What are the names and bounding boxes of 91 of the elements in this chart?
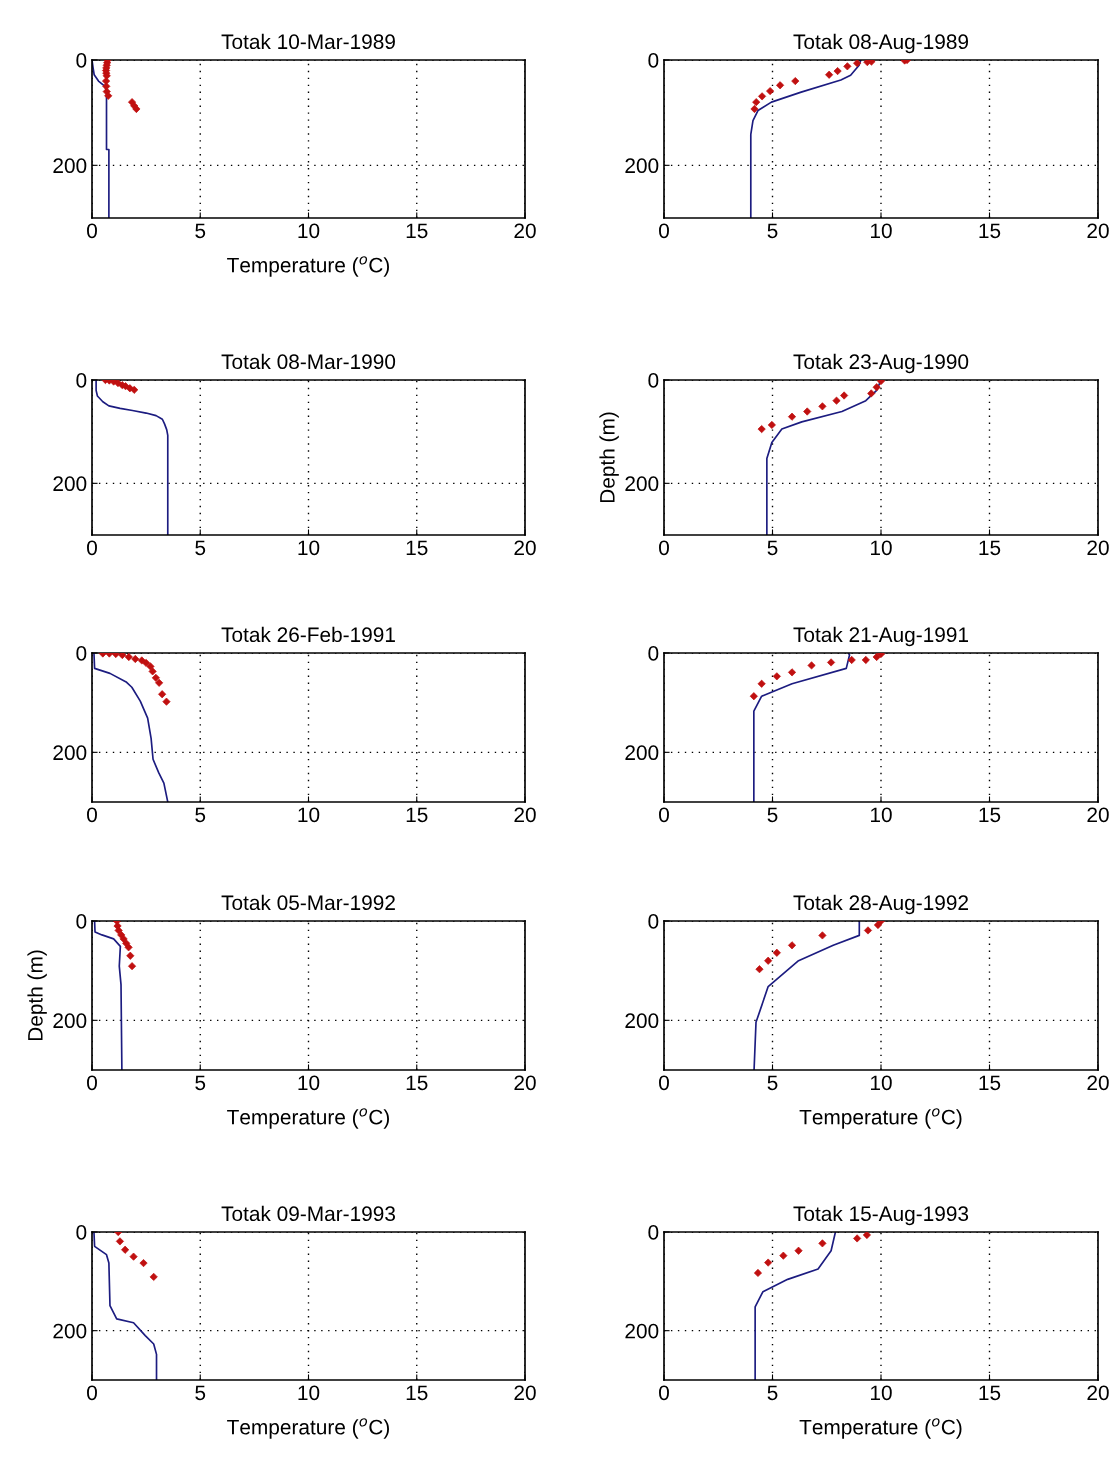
x-tick-label: 20 <box>514 223 536 239</box>
x-tick-label: 0 <box>87 1385 97 1401</box>
x-tick-label: 10 <box>298 540 320 556</box>
x-tick-label: 5 <box>767 223 778 239</box>
x-tick-label: 15 <box>979 223 1001 239</box>
point <box>840 391 849 400</box>
x-tick-label: 15 <box>406 223 428 239</box>
y-tick-label: 0 <box>76 1225 87 1240</box>
chart-title: Totak 28-Aug-1992 <box>793 894 968 915</box>
chart-title: Totak 08-Mar-1990 <box>221 353 396 370</box>
x-tick-label: 0 <box>659 1385 669 1401</box>
chart-title: Totak 10-Mar-1989 <box>221 33 395 50</box>
x-tick-label: 10 <box>298 807 320 823</box>
x-tick-label: 20 <box>514 540 536 556</box>
x-tick-label: 5 <box>767 807 778 823</box>
x-tick-label: 20 <box>514 1385 536 1401</box>
x-axis-title: Temperature ($^{o}$C) <box>227 256 389 277</box>
y-tick-label: 200 <box>53 745 87 761</box>
x-tick-label: 10 <box>871 223 892 239</box>
y-tick-label: 0 <box>648 53 659 68</box>
y-tick-label: 200 <box>625 1013 659 1029</box>
y-tick-label: 0 <box>648 1225 659 1240</box>
y-tick-label: 0 <box>76 914 87 929</box>
chart-title: Totak 09-Mar-1993 <box>221 1205 396 1222</box>
x-tick-label: 5 <box>767 1075 778 1091</box>
x-tick-label: 0 <box>659 807 669 823</box>
y-axis-title: Depth (m) <box>27 950 47 1041</box>
x-tick-label: 0 <box>659 1075 669 1091</box>
x-tick-label: 5 <box>767 1385 778 1401</box>
x-tick-label: 10 <box>871 1385 892 1401</box>
x-tick-label: 10 <box>298 223 320 239</box>
y-tick-label: 0 <box>76 53 87 68</box>
x-tick-label: 5 <box>195 1075 206 1091</box>
x-tick-label: 15 <box>979 807 1001 823</box>
x-tick-label: 15 <box>979 1075 1001 1091</box>
x-tick-label: 5 <box>195 1385 206 1401</box>
x-tick-label: 15 <box>406 1385 428 1401</box>
y-tick-label: 200 <box>625 1323 659 1339</box>
x-axis-title: Temperature ($^{o}$C) <box>799 1418 962 1439</box>
line-series <box>749 60 862 218</box>
x-tick-label: 0 <box>659 223 669 239</box>
x-tick-label: 0 <box>87 540 97 556</box>
y-tick-label: 0 <box>648 373 659 388</box>
x-tick-label: 0 <box>87 1075 97 1091</box>
x-axis-title: Temperature ($^{o}$C) <box>799 1108 962 1129</box>
x-tick-label: 20 <box>1087 807 1109 823</box>
x-tick-label: 10 <box>298 1385 320 1401</box>
x-tick-label: 20 <box>1087 1075 1109 1091</box>
y-tick-label: 0 <box>648 914 659 929</box>
x-tick-label: 15 <box>406 1075 428 1091</box>
line-series <box>754 1232 837 1380</box>
x-tick-label: 15 <box>406 540 428 556</box>
y-tick-label: 0 <box>648 646 659 661</box>
x-tick-label: 10 <box>871 540 892 556</box>
x-tick-label: 5 <box>767 540 778 556</box>
line-series <box>753 921 861 1070</box>
y-tick-label: 200 <box>625 476 659 492</box>
x-tick-label: 0 <box>87 807 97 823</box>
chart-title: Totak 05-Mar-1992 <box>221 894 395 911</box>
x-tick-label: 15 <box>979 1385 1001 1401</box>
y-tick-label: 200 <box>53 1323 87 1339</box>
x-tick-label: 15 <box>406 807 428 823</box>
x-tick-label: 10 <box>871 1075 892 1091</box>
y-tick-label: 200 <box>625 158 659 174</box>
x-axis-title: Temperature ($^{o}$C) <box>227 1418 389 1439</box>
x-tick-label: 0 <box>87 223 97 239</box>
x-tick-label: 20 <box>514 807 536 823</box>
chart-title: Totak 23-Aug-1990 <box>793 353 969 374</box>
y-tick-label: 200 <box>53 476 87 492</box>
y-tick-label: 200 <box>625 745 659 761</box>
x-tick-label: 15 <box>979 540 1001 556</box>
x-tick-label: 10 <box>298 1075 320 1091</box>
y-tick-label: 200 <box>53 1013 87 1029</box>
y-axis-title: Depth (m) <box>599 412 619 503</box>
x-tick-label: 20 <box>1087 1385 1109 1401</box>
x-tick-label: 5 <box>195 807 206 823</box>
chart-title: Totak 08-Aug-1989 <box>793 33 969 54</box>
x-tick-label: 10 <box>871 807 892 823</box>
x-tick-label: 20 <box>1087 223 1109 239</box>
x-tick-label: 5 <box>195 223 206 239</box>
chart-title: Totak 21-Aug-1991 <box>793 626 969 647</box>
y-tick-label: 0 <box>76 373 87 388</box>
y-tick-label: 0 <box>76 646 87 661</box>
x-axis-title: Temperature ($^{o}$C) <box>227 1108 389 1129</box>
chart-title: Totak 15-Aug-1993 <box>793 1205 969 1226</box>
x-tick-label: 0 <box>659 540 669 556</box>
chart-title: Totak 26-Feb-1991 <box>221 626 395 643</box>
y-tick-label: 200 <box>53 158 87 174</box>
x-tick-label: 20 <box>514 1075 536 1091</box>
x-tick-label: 20 <box>1087 540 1109 556</box>
x-tick-label: 5 <box>195 540 206 556</box>
